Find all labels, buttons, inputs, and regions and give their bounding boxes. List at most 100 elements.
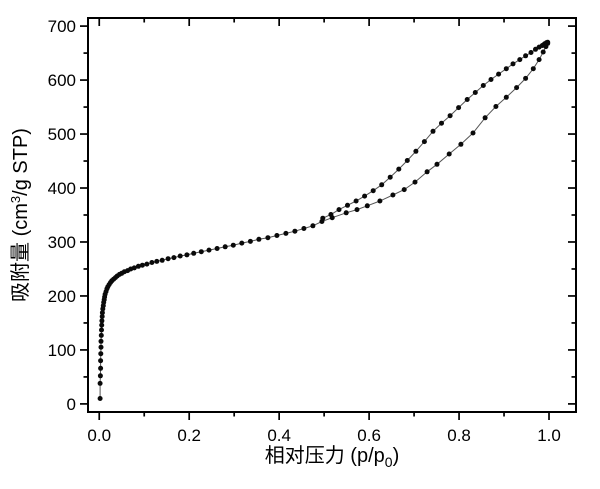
adsorption-point xyxy=(144,261,150,267)
adsorption-point xyxy=(530,66,536,72)
adsorption-point xyxy=(540,49,546,55)
adsorption-point xyxy=(503,94,509,100)
desorption-point xyxy=(510,61,516,67)
desorption-point xyxy=(536,44,542,50)
x-axis-label: 相对压力 (p/p0) xyxy=(265,444,400,470)
adsorption-point xyxy=(149,260,155,265)
adsorption-point xyxy=(139,262,145,268)
adsorption-point xyxy=(470,130,476,136)
adsorption-point xyxy=(412,179,418,185)
adsorption-point xyxy=(191,250,197,256)
adsorption-point xyxy=(434,161,440,167)
desorption-point xyxy=(447,113,453,119)
adsorption-point xyxy=(390,192,396,198)
desorption-point xyxy=(421,139,427,145)
adsorption-point xyxy=(301,226,307,231)
adsorption-point xyxy=(247,238,253,244)
x-tick-label: 0.4 xyxy=(267,426,291,445)
desorption-point xyxy=(345,202,350,208)
desorption-point xyxy=(528,50,534,55)
y-axis-label: 吸附量 (cm3/g STP) xyxy=(8,128,32,302)
adsorption-point xyxy=(310,223,316,229)
desorption-point xyxy=(480,83,486,88)
desorption-point xyxy=(353,198,359,204)
y-tick-label: 500 xyxy=(48,125,76,144)
desorption-point xyxy=(430,128,436,134)
y-tick-label: 100 xyxy=(48,341,76,360)
desorption-point xyxy=(488,77,494,82)
adsorption-point xyxy=(222,244,228,250)
adsorption-point xyxy=(98,332,104,338)
adsorption-point xyxy=(97,373,103,379)
adsorption-point xyxy=(214,246,220,251)
adsorption-point xyxy=(401,187,407,193)
adsorption-point xyxy=(283,230,289,236)
adsorption-point xyxy=(536,57,542,63)
desorption-point xyxy=(523,53,529,59)
adsorption-point xyxy=(256,236,262,242)
adsorption-point xyxy=(99,318,105,324)
y-tick-label: 0 xyxy=(67,395,76,414)
adsorption-point xyxy=(98,358,104,364)
desorption-point xyxy=(362,193,368,199)
adsorption-point xyxy=(274,233,280,238)
adsorption-point xyxy=(99,327,104,333)
desorption-point xyxy=(320,215,326,221)
desorption-point xyxy=(336,207,342,213)
desorption-point xyxy=(404,158,410,163)
adsorption-point xyxy=(482,115,488,121)
adsorption-point xyxy=(292,228,298,234)
desorption-point xyxy=(328,212,334,217)
adsorption-point xyxy=(98,338,104,344)
x-tick-label: 1.0 xyxy=(537,426,561,445)
adsorption-point xyxy=(99,322,105,328)
desorption-point xyxy=(496,71,502,77)
desorption-point xyxy=(517,57,523,63)
adsorption-point xyxy=(206,247,212,253)
adsorption-point xyxy=(99,310,105,316)
adsorption-point xyxy=(458,141,464,147)
adsorption-point xyxy=(514,85,520,91)
y-tick-label: 600 xyxy=(48,71,76,90)
x-tick-label: 0.2 xyxy=(177,426,201,445)
adsorption-point xyxy=(343,210,349,216)
x-tick-label: 0.8 xyxy=(447,426,471,445)
y-tick-label: 400 xyxy=(48,179,76,198)
x-tick-label: 0.6 xyxy=(357,426,381,445)
desorption-point xyxy=(396,166,402,172)
desorption-point xyxy=(456,105,462,111)
desorption-point xyxy=(464,97,470,102)
adsorption-point xyxy=(377,198,383,204)
adsorption-point xyxy=(154,258,160,264)
adsorption-point xyxy=(97,396,103,401)
adsorption-point xyxy=(131,265,137,271)
adsorption-point xyxy=(354,207,360,213)
adsorption-point xyxy=(230,242,236,248)
desorption-point xyxy=(379,182,385,188)
adsorption-point xyxy=(98,365,104,371)
desorption-point xyxy=(370,188,376,194)
adsorption-point xyxy=(165,256,171,262)
adsorption-point xyxy=(98,344,104,350)
x-tick-label: 0.0 xyxy=(87,426,111,445)
adsorption-point xyxy=(198,249,204,255)
y-tick-label: 700 xyxy=(48,17,76,36)
desorption-point xyxy=(503,66,509,72)
y-tick-label: 300 xyxy=(48,233,76,252)
desorption-point xyxy=(387,174,393,180)
adsorption-point xyxy=(177,253,183,259)
adsorption-point xyxy=(159,257,165,263)
desorption-point xyxy=(533,46,538,52)
adsorption-point xyxy=(239,240,245,246)
adsorption-point xyxy=(97,380,103,386)
adsorption-point xyxy=(135,263,141,269)
adsorption-point xyxy=(364,203,370,209)
adsorption-point xyxy=(523,75,529,81)
adsorption-point xyxy=(98,351,104,357)
adsorption-point xyxy=(446,151,452,157)
adsorption-point xyxy=(493,104,499,109)
desorption-point xyxy=(439,120,444,126)
adsorption-point xyxy=(424,169,430,175)
y-tick-label: 200 xyxy=(48,287,76,306)
